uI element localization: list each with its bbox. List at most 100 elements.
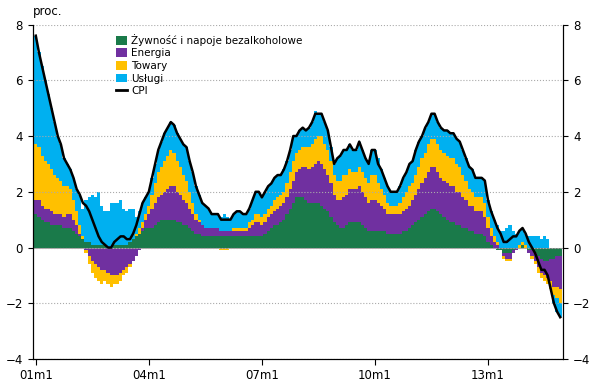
Bar	[458, 225, 461, 248]
Bar	[78, 194, 81, 225]
Bar	[433, 114, 436, 139]
Bar	[446, 156, 449, 184]
Bar	[176, 222, 179, 248]
Bar	[60, 225, 63, 248]
Bar	[179, 194, 182, 222]
Bar	[50, 170, 53, 211]
Bar	[128, 248, 132, 264]
Bar	[100, 206, 103, 245]
Bar	[483, 217, 486, 236]
Bar	[138, 228, 141, 234]
Bar	[291, 203, 295, 248]
Bar	[69, 170, 72, 189]
Bar	[389, 234, 392, 248]
Bar	[414, 222, 417, 248]
Bar	[219, 236, 223, 248]
Bar	[301, 147, 305, 167]
Bar	[330, 147, 333, 161]
Bar	[185, 181, 188, 203]
Bar	[194, 234, 197, 248]
Bar	[163, 133, 166, 161]
Bar	[216, 214, 219, 228]
Bar	[119, 200, 122, 245]
Bar	[100, 248, 103, 270]
Bar	[348, 144, 352, 170]
Bar	[364, 228, 367, 248]
Bar	[266, 186, 270, 208]
Bar	[550, 248, 552, 259]
Bar	[132, 239, 135, 248]
Bar	[34, 36, 38, 144]
Bar	[172, 153, 176, 186]
Bar	[464, 200, 468, 228]
Bar	[352, 172, 355, 189]
Bar	[383, 208, 386, 231]
Bar	[449, 133, 452, 158]
Bar	[260, 217, 263, 225]
Bar	[166, 156, 169, 189]
Bar	[471, 231, 474, 248]
Bar	[97, 248, 100, 267]
Bar	[386, 234, 389, 248]
Bar	[439, 128, 442, 150]
Bar	[515, 234, 518, 248]
Bar	[508, 253, 511, 259]
Bar	[179, 167, 182, 194]
Bar	[477, 211, 480, 234]
Bar	[144, 197, 147, 214]
Bar	[402, 178, 405, 197]
Bar	[543, 275, 546, 281]
Bar	[439, 150, 442, 178]
Bar	[477, 178, 480, 197]
Bar	[493, 242, 496, 248]
Bar	[527, 250, 530, 253]
Bar	[430, 139, 433, 167]
Bar	[94, 248, 97, 264]
Bar	[235, 231, 238, 236]
Bar	[468, 231, 471, 248]
Bar	[308, 147, 311, 170]
Bar	[483, 203, 486, 217]
Bar	[150, 228, 154, 248]
Bar	[317, 161, 320, 203]
Bar	[536, 267, 540, 273]
Bar	[477, 234, 480, 248]
Bar	[75, 225, 78, 234]
Bar	[552, 248, 555, 259]
Bar	[163, 161, 166, 192]
Bar	[113, 248, 116, 275]
Bar	[455, 164, 458, 192]
Bar	[352, 189, 355, 222]
Bar	[144, 228, 147, 248]
Bar	[489, 245, 493, 248]
Bar	[60, 214, 63, 225]
Bar	[85, 242, 88, 248]
Bar	[288, 208, 291, 248]
Bar	[373, 150, 377, 175]
Bar	[60, 181, 63, 214]
Bar	[50, 211, 53, 225]
Bar	[461, 197, 464, 228]
Bar	[558, 303, 562, 317]
Bar	[254, 222, 257, 236]
Bar	[342, 197, 345, 228]
Bar	[552, 295, 555, 303]
Bar	[493, 236, 496, 242]
Bar	[311, 144, 313, 167]
Bar	[305, 167, 308, 200]
Bar	[480, 211, 483, 234]
Bar	[270, 184, 273, 206]
Bar	[540, 259, 543, 273]
Bar	[244, 228, 248, 231]
Bar	[399, 186, 402, 203]
Bar	[69, 214, 72, 228]
Bar	[370, 175, 373, 200]
Bar	[320, 206, 323, 248]
Bar	[135, 248, 138, 256]
Bar	[420, 217, 424, 248]
Bar	[141, 228, 144, 231]
Bar	[125, 245, 128, 248]
Bar	[439, 214, 442, 248]
Bar	[241, 236, 244, 248]
Bar	[91, 262, 94, 273]
